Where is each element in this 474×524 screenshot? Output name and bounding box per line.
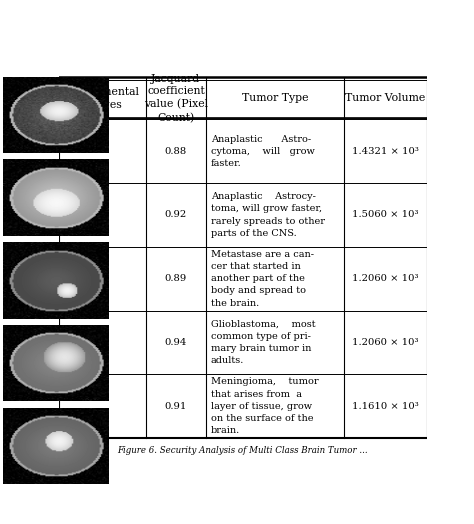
Text: 1.5060 × 10³: 1.5060 × 10³ [352, 211, 419, 220]
Text: 1.2060 × 10³: 1.2060 × 10³ [352, 274, 419, 283]
Text: Glioblastoma,    most
common type of pri-
mary brain tumor in
adults.: Glioblastoma, most common type of pri- m… [210, 320, 315, 365]
Text: Metastase are a can-
cer that started in
another part of the
body and spread to
: Metastase are a can- cer that started in… [210, 250, 314, 308]
Text: 0.88: 0.88 [165, 147, 187, 156]
Text: 0.94: 0.94 [164, 338, 187, 347]
Text: Meningioma,    tumor
that arises from  a
layer of tissue, grow
on the surface of: Meningioma, tumor that arises from a lay… [210, 377, 318, 435]
Text: 0.92: 0.92 [165, 211, 187, 220]
Text: 1.2060 × 10³: 1.2060 × 10³ [352, 338, 419, 347]
Text: Anaplastic    Astrocy-
toma, will grow faster,
rarely spreads to other
parts of : Anaplastic Astrocy- toma, will grow fast… [210, 192, 325, 238]
Text: 1.4321 × 10³: 1.4321 × 10³ [352, 147, 419, 156]
Text: 0.89: 0.89 [165, 274, 187, 283]
Text: 0.91: 0.91 [164, 402, 187, 411]
Text: Tumor Volume: Tumor Volume [345, 93, 425, 103]
Text: Experimental
Images: Experimental Images [65, 87, 139, 110]
Text: Jacquard
coefficient
value (Pixel
Count): Jacquard coefficient value (Pixel Count) [144, 73, 208, 123]
Text: Tumor Type: Tumor Type [242, 93, 308, 103]
Text: Anaplastic      Astro-
cytoma,    will   grow
faster.: Anaplastic Astro- cytoma, will grow fast… [210, 135, 314, 168]
Text: Figure 6. Security Analysis of Multi Class Brain Tumor ...: Figure 6. Security Analysis of Multi Cla… [118, 446, 368, 455]
Text: 1.1610 × 10³: 1.1610 × 10³ [352, 402, 419, 411]
